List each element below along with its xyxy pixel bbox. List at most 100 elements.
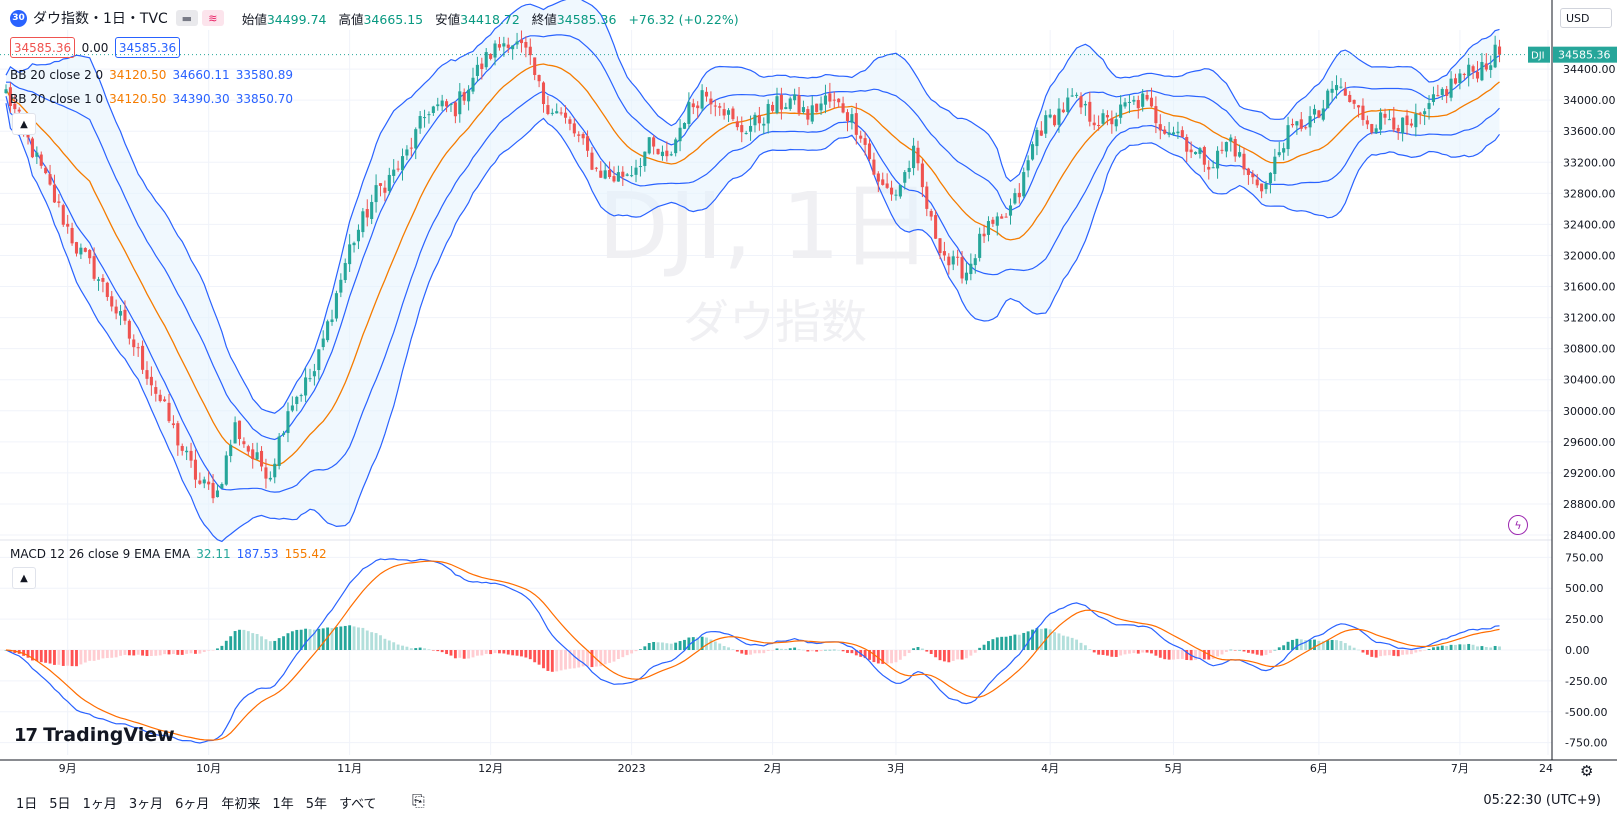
candle <box>612 166 616 183</box>
macd-hist-bar <box>401 645 404 650</box>
candle <box>295 395 299 412</box>
macd-hist-bar <box>453 650 457 659</box>
timeframe-4[interactable]: 6ヶ月 <box>175 797 210 812</box>
macd-hist-bar <box>568 650 572 669</box>
minus-icon[interactable]: ▬ <box>175 10 198 26</box>
macd-hist-bar <box>61 650 65 666</box>
macd-hist-bar <box>502 650 506 654</box>
candle <box>1255 173 1259 188</box>
timeframe-5[interactable]: 年初来 <box>221 797 261 812</box>
candle <box>158 389 162 403</box>
time-tick-label: 5月 <box>1165 762 1183 775</box>
macd-hist-bar <box>158 650 162 656</box>
candle <box>581 132 585 145</box>
macd-hist-bar <box>678 641 682 650</box>
timeframe-0[interactable]: 1日 <box>16 797 38 812</box>
price-tick-label: 31600.00 <box>1563 281 1616 294</box>
candle <box>1110 110 1114 134</box>
macd-hist-bar <box>1061 635 1065 650</box>
macd-hist-bar <box>114 650 118 658</box>
macd-line <box>5 558 1500 744</box>
tradingview-logo[interactable]: 17 TradingView <box>14 724 175 746</box>
macd-hist-bar <box>1150 650 1153 654</box>
candle <box>859 130 863 143</box>
lightning-icon[interactable]: ϟ <box>1508 515 1528 535</box>
candle <box>154 380 158 402</box>
settings-icon[interactable]: ⚙ <box>1580 762 1594 780</box>
candle <box>1154 96 1158 134</box>
symbol-badge[interactable]: 30 <box>10 9 27 27</box>
macd-hist-bar <box>1110 650 1114 657</box>
candle <box>326 319 330 343</box>
candle <box>722 102 726 120</box>
wave-icon[interactable]: ≋ <box>201 10 224 26</box>
macd-hist-bar <box>1317 640 1321 650</box>
macd-hist-bar <box>661 642 664 650</box>
macd-hist-bar <box>533 650 537 663</box>
macd-hist-bar <box>1348 645 1352 650</box>
candle <box>127 319 131 345</box>
candle <box>1418 111 1422 125</box>
collapse-macd-icon[interactable]: ▲ <box>12 567 36 589</box>
candle <box>343 258 347 284</box>
macd-hist-bar <box>1246 650 1250 653</box>
candle <box>1405 109 1409 135</box>
macd-hist-bar <box>656 642 660 650</box>
candle <box>775 87 779 115</box>
candle <box>35 146 39 164</box>
indicator-bb2[interactable]: BB 20 close 2 0 34120.50 34660.11 33580.89 <box>10 68 293 82</box>
price-tick-label: 30800.00 <box>1563 343 1616 356</box>
macd-hist-bar <box>718 643 722 650</box>
candle <box>70 222 74 246</box>
candle <box>290 396 294 413</box>
macd-hist-bar <box>652 641 656 650</box>
macd-hist-bar <box>1427 649 1431 650</box>
timeframe-7[interactable]: 5年 <box>305 797 327 812</box>
timeframe-2[interactable]: 1ヶ月 <box>82 797 117 812</box>
macd-hist-bar <box>405 646 409 650</box>
macd-hist-bar <box>290 631 294 650</box>
candle <box>374 174 378 213</box>
candle <box>1286 116 1290 156</box>
macd-hist-bar <box>1392 650 1396 656</box>
bb-fill <box>6 0 1500 542</box>
macd-hist-bar <box>423 648 426 650</box>
calendar-icon[interactable]: ⎘ <box>412 791 425 810</box>
macd-hist-bar <box>603 650 607 665</box>
macd-hist-bar <box>35 650 39 662</box>
candle <box>1048 108 1052 119</box>
timeframe-3[interactable]: 3ヶ月 <box>128 797 164 812</box>
time-tick-label: 2023 <box>618 762 646 775</box>
macd-hist-bar <box>1119 650 1123 656</box>
macd-hist-bar <box>1326 640 1330 650</box>
indicator-macd[interactable]: MACD 12 26 close 9 EMA EMA 32.11 187.53 155… <box>10 547 327 561</box>
collapse-indicators-icon[interactable]: ▲ <box>12 113 36 135</box>
macd-hist-bar <box>110 650 114 658</box>
candle <box>854 102 858 145</box>
macd-hist-bar <box>1396 650 1400 657</box>
candle <box>793 88 797 105</box>
timeframe-8[interactable]: すべて <box>338 797 377 812</box>
candle <box>1251 170 1255 185</box>
macd-hist-bar <box>907 650 911 653</box>
macd-hist-bar <box>647 643 651 650</box>
candle <box>317 349 321 380</box>
candle <box>1493 35 1497 69</box>
timeframe-6[interactable]: 1年 <box>272 797 294 812</box>
candle <box>1198 146 1202 159</box>
buy-price-box[interactable]: 34585.36 <box>115 37 180 58</box>
candle <box>233 416 237 444</box>
candle <box>378 183 383 197</box>
candle <box>30 136 34 159</box>
currency-selector[interactable]: USD <box>1560 8 1612 28</box>
macd-hist-bar <box>599 650 603 667</box>
sell-price-box[interactable]: 34585.36 <box>10 37 75 58</box>
macd-hist-bar <box>890 650 893 664</box>
clock[interactable]: 05:22:30 (UTC+9) <box>1483 793 1601 808</box>
macd-hist-bar <box>634 650 638 652</box>
indicator-bb1[interactable]: BB 20 close 1 0 34120.50 34390.30 33850.70 <box>10 92 293 106</box>
candle <box>467 85 471 111</box>
symbol-title[interactable]: ダウ指数・1日・TVC <box>33 11 168 27</box>
timeframe-1[interactable]: 5日 <box>49 797 71 812</box>
